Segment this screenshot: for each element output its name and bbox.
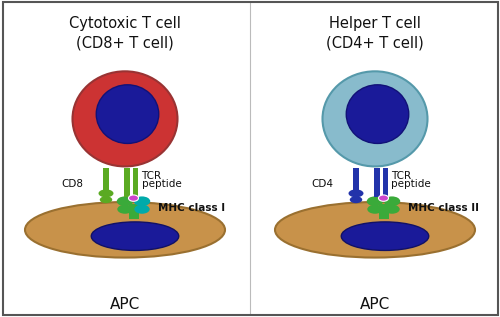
Bar: [378, 204, 388, 219]
Ellipse shape: [91, 222, 179, 250]
Text: CD8: CD8: [62, 179, 84, 189]
Text: APC: APC: [110, 297, 140, 312]
Text: Cytotoxic T cell: Cytotoxic T cell: [69, 16, 181, 31]
Bar: [124, 168, 130, 197]
Text: (CD8+ T cell): (CD8+ T cell): [76, 35, 174, 50]
Text: Helper T cell: Helper T cell: [329, 16, 421, 31]
Ellipse shape: [384, 197, 400, 206]
Ellipse shape: [322, 71, 428, 166]
Ellipse shape: [384, 205, 400, 214]
Ellipse shape: [118, 205, 132, 214]
Ellipse shape: [25, 202, 225, 257]
Ellipse shape: [346, 85, 409, 143]
Ellipse shape: [348, 189, 364, 197]
Text: MHC class I: MHC class I: [158, 203, 224, 213]
Bar: [374, 168, 380, 197]
Ellipse shape: [341, 222, 429, 250]
Text: peptide: peptide: [142, 179, 182, 189]
Text: (CD4+ T cell): (CD4+ T cell): [326, 35, 424, 50]
Bar: [382, 168, 388, 197]
Bar: [103, 168, 109, 190]
Text: CD4: CD4: [312, 179, 334, 189]
Text: TCR: TCR: [142, 171, 162, 181]
Ellipse shape: [72, 71, 178, 166]
Text: TCR: TCR: [392, 171, 411, 181]
Ellipse shape: [378, 195, 388, 201]
Ellipse shape: [367, 197, 384, 206]
Ellipse shape: [275, 202, 475, 257]
Ellipse shape: [350, 196, 362, 203]
Ellipse shape: [100, 196, 112, 203]
Text: peptide: peptide: [392, 179, 431, 189]
Bar: [132, 168, 138, 197]
Bar: [353, 168, 359, 190]
Text: APC: APC: [360, 297, 390, 312]
Ellipse shape: [96, 85, 159, 143]
Ellipse shape: [134, 205, 150, 214]
Ellipse shape: [98, 189, 114, 197]
Bar: [128, 204, 138, 219]
Ellipse shape: [128, 195, 138, 201]
Ellipse shape: [117, 197, 133, 206]
Ellipse shape: [134, 197, 150, 206]
Ellipse shape: [368, 205, 382, 214]
Text: MHC class II: MHC class II: [408, 203, 478, 213]
